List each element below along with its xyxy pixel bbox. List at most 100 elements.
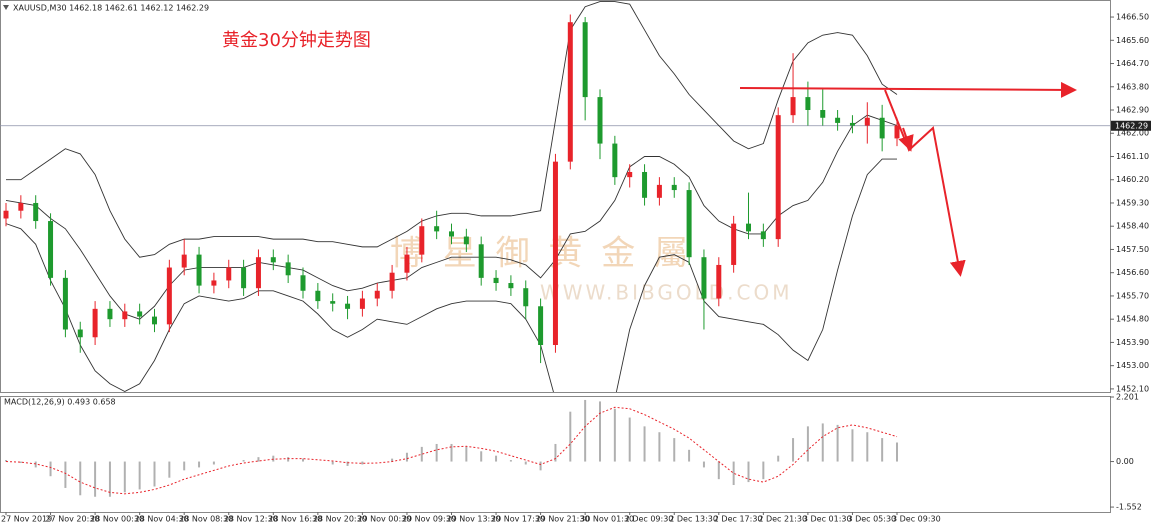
candle-body [686,190,692,258]
candle-body [790,97,796,116]
x-tick-label: 3 Dec 05:30 [847,515,896,524]
candle-body [330,301,336,304]
candle-body [478,244,484,278]
x-tick-label: 2 Dec 09:30 [625,515,674,524]
candle-body [404,254,410,273]
candle-body [196,254,202,286]
candle-body [493,277,499,284]
y-tick-label: 1462.90 [1116,106,1149,115]
macd-y-tick-label: 0.00 [1116,457,1134,466]
candle-body [849,122,855,126]
candle-body [627,171,633,178]
y-tick-label: 1454.80 [1116,315,1149,324]
candle-body [582,22,588,98]
x-tick-label: 29 Nov 17:30 [491,515,545,524]
candle-body [731,223,737,265]
macd-panel [0,396,1111,513]
x-tick-label: 3 Dec 01:30 [803,515,852,524]
x-tick-label: 28 Nov 12:30 [224,515,278,524]
candle-body [642,171,648,198]
x-tick-label: 30 Nov 01:30 [580,515,634,524]
y-tick-label: 1453.00 [1116,361,1149,370]
candle-body [255,257,261,289]
candle-body [523,288,529,307]
resistance-arrow [739,81,1077,98]
candle-body [285,262,291,276]
candle-body [760,231,766,240]
candle-body [879,117,885,139]
x-tick-label: 29 Nov 00:30 [357,515,411,524]
macd-y-tick-label: 2.201 [1116,392,1139,401]
x-tick-label: 28 Nov 08:30 [179,515,233,524]
macd-label: MACD(12,26,9) 0.493 0.658 [4,398,116,407]
y-tick-label: 1462.00 [1116,129,1149,138]
candle-body [389,272,395,291]
candle-body [300,275,306,291]
y-tick-label: 1459.30 [1116,198,1149,207]
candle-body [315,290,321,302]
last-price-label: 1462.29 [1115,121,1148,130]
candle-body [805,97,811,111]
candle-body [92,308,98,338]
candle-body [62,277,68,330]
candle-body [374,290,380,299]
y-tick-label: 1461.10 [1116,152,1149,161]
candle-body [18,202,24,211]
x-tick-label: 2 Dec 21:30 [758,515,807,524]
candle-body [864,117,870,126]
x-tick-label: 29 Nov 21:30 [536,515,590,524]
y-tick-label: 1463.80 [1116,82,1149,91]
axes: 1466.50 1465.60 1464.70 1463.80 1462.90 1462.… [1,13,1151,524]
x-tick-label: 29 Nov 09:30 [402,515,456,524]
chart-header: XAUUSD,M30 1462.18 1462.61 1462.12 1462.… [13,4,209,13]
candle-body [419,226,425,255]
candle-body [226,267,232,281]
candle-body [656,184,662,198]
macd-y-tick-label: -1.552 [1116,503,1142,512]
y-tick-label: 1453.90 [1116,338,1149,347]
x-tick-label: 28 Nov 00:30 [90,515,144,524]
x-tick-label: 28 Nov 16:30 [268,515,322,524]
forecast-arrow-head [898,127,914,152]
x-tick-label: 27 Nov 2019 [1,515,52,524]
chart-title: 黄金30分钟走势图 [222,30,371,51]
candle-body [701,257,707,299]
y-tick-label: 1465.60 [1116,36,1149,45]
candle-body [449,231,454,237]
candle-body [270,257,276,263]
bollinger-lower [5,158,897,392]
candle-body [48,221,54,278]
candle-body [166,267,172,325]
candle-body [552,161,558,346]
candle-body [894,125,900,139]
candle-body [567,22,573,162]
watermark-url: WWW.BIBGOLD.COM [540,281,792,305]
candle-body [122,311,128,320]
y-tick-label: 1466.50 [1116,13,1149,22]
price-panel [0,0,1111,393]
candle-body [434,226,440,232]
candle-body [345,303,351,309]
symbol-icon [3,5,9,10]
candle-body [3,210,9,219]
candle-body [775,115,781,240]
y-tick-label: 1452.10 [1116,384,1149,393]
candle-body [538,306,544,346]
candle-body [359,298,365,309]
y-tick-label: 1455.70 [1116,291,1149,300]
x-tick-label: 2 Dec 13:30 [669,515,718,524]
price-plot [0,1,1110,392]
candle-body [77,329,83,338]
candle-body [508,283,514,289]
x-tick-label: 2 Dec 17:30 [714,515,763,524]
candle-body [671,184,677,191]
candle-body [181,254,187,268]
candle-body [107,308,113,320]
forecast-arrow [884,89,966,277]
bollinger-upper [6,1,898,258]
macd-plot [5,399,898,497]
x-tick-label: 29 Nov 13:30 [447,515,501,524]
candle-body [463,236,469,245]
